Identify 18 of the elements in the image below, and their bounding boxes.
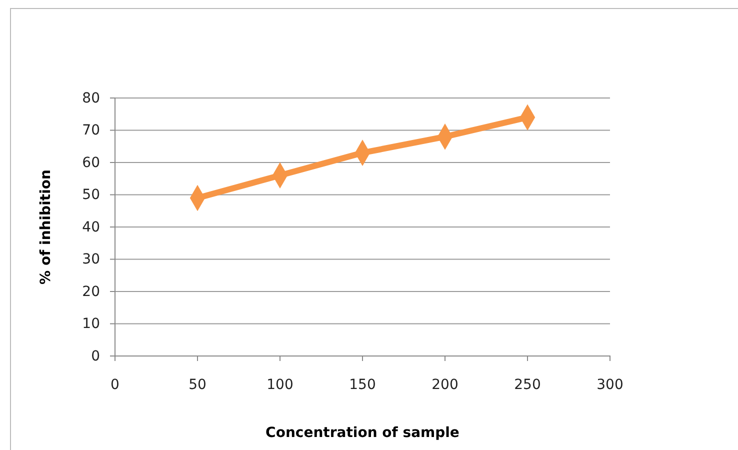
y-tick-label: 60 (82, 154, 100, 171)
y-tick-label: 10 (82, 316, 100, 332)
x-tick-label: 50 (188, 376, 206, 393)
x-tick-label: 300 (596, 376, 624, 393)
x-axis-title: Concentration of sample (266, 425, 460, 441)
y-tick-label: 50 (82, 187, 100, 204)
y-tick-label: 30 (82, 252, 100, 268)
x-tick-label: 100 (266, 376, 294, 393)
y-tick-label: 40 (82, 219, 100, 236)
x-tick-label: 150 (349, 376, 376, 393)
x-tick-label: 0 (110, 376, 120, 393)
x-tick-label: 250 (514, 376, 541, 393)
y-tick-label: 0 (91, 348, 100, 364)
y-tick-label: 20 (82, 284, 100, 300)
x-tick-label: 200 (432, 376, 458, 393)
y-tick-label: 80 (82, 90, 100, 106)
y-tick-label: 70 (82, 122, 100, 139)
y-axis-title: % of inhibition (38, 170, 54, 284)
